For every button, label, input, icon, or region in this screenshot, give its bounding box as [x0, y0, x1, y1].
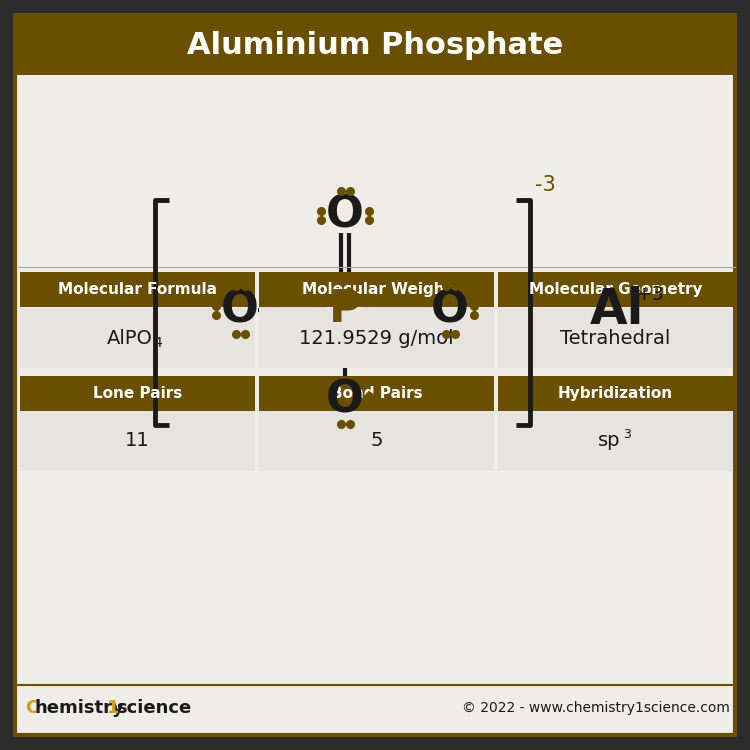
Bar	[20, 376, 255, 411]
Text: Molecular Weight: Molecular Weight	[302, 282, 452, 297]
Text: Molecular Geometry: Molecular Geometry	[529, 282, 702, 297]
Text: 3: 3	[623, 427, 632, 440]
Text: -3: -3	[535, 175, 556, 195]
Bar	[20, 411, 255, 471]
Text: O: O	[326, 194, 364, 236]
Text: Bond Pairs: Bond Pairs	[331, 386, 422, 401]
Text: 4: 4	[153, 336, 162, 350]
Bar	[498, 272, 733, 307]
Text: AlPO: AlPO	[106, 328, 152, 347]
Bar	[259, 376, 494, 411]
Text: © 2022 - www.chemistry1science.com: © 2022 - www.chemistry1science.com	[462, 701, 730, 715]
FancyBboxPatch shape	[15, 15, 735, 735]
Text: O: O	[221, 289, 259, 332]
Text: Tetrahedral: Tetrahedral	[560, 328, 670, 347]
Bar	[259, 411, 494, 471]
Text: Al: Al	[590, 286, 644, 334]
Text: O: O	[431, 289, 469, 332]
Bar	[259, 272, 494, 307]
Text: +3: +3	[636, 284, 664, 304]
Text: 11: 11	[125, 431, 150, 451]
Bar	[20, 308, 255, 368]
Bar	[15, 15, 735, 75]
Text: 1: 1	[107, 699, 119, 717]
Text: hemistry: hemistry	[35, 699, 124, 717]
Text: Molecular Formula: Molecular Formula	[58, 282, 217, 297]
Bar	[498, 308, 733, 368]
Text: Hybridization: Hybridization	[558, 386, 673, 401]
Bar	[498, 376, 733, 411]
Text: Aluminium Phosphate: Aluminium Phosphate	[187, 31, 563, 59]
Text: Lone Pairs: Lone Pairs	[93, 386, 182, 401]
Bar	[259, 308, 494, 368]
Text: P: P	[328, 289, 362, 332]
Text: O: O	[326, 379, 364, 422]
Text: 5: 5	[370, 431, 382, 451]
Bar	[20, 272, 255, 307]
Text: C: C	[25, 699, 38, 717]
Text: science: science	[116, 699, 191, 717]
Text: 121.9529 g/mol: 121.9529 g/mol	[299, 328, 454, 347]
Text: sp: sp	[598, 431, 621, 451]
Bar	[498, 411, 733, 471]
